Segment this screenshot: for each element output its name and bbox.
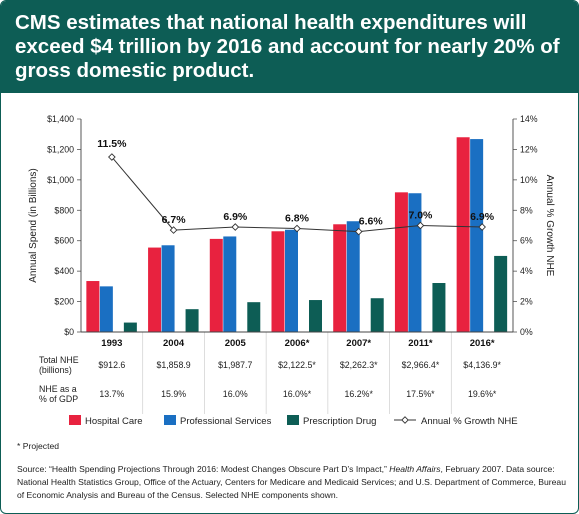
growth-point	[293, 224, 301, 233]
legend-marker	[401, 416, 409, 424]
y-axis-label: Annual Spend (in Billions)	[28, 168, 39, 283]
x-tick-label: 2007*	[346, 338, 371, 349]
y-tick-label: $0	[64, 327, 74, 337]
bar	[123, 322, 137, 332]
table-cell: 16.0%	[223, 389, 248, 399]
bar	[370, 298, 384, 332]
bar	[223, 236, 237, 332]
bar	[346, 221, 360, 332]
y2-tick-label: 14%	[520, 114, 538, 124]
chart: $0 $200 $400 $600 $800 $1,000 $1,200 $1,400 0% 2%…	[28, 114, 555, 427]
table-cell: $1,858.9	[156, 360, 190, 370]
y2-tick-label: 0%	[520, 327, 533, 337]
source-note: Source: “Health Spending Projections Thr…	[17, 463, 569, 502]
legend-swatch	[164, 415, 176, 425]
bar	[271, 231, 285, 332]
table-cell: $2,122.5*	[278, 360, 316, 370]
x-tick-label: 2011*	[408, 338, 433, 349]
y2-axis-label: Annual % Growth NHE	[544, 175, 555, 277]
bar	[285, 229, 298, 332]
legend-swatch	[287, 415, 299, 425]
table-row-label: NHE as a	[39, 384, 77, 394]
x-tick-label: 2004	[163, 338, 185, 349]
growth-label: 6.9%	[223, 211, 248, 223]
growth-point	[354, 227, 363, 236]
growth-point	[108, 153, 116, 161]
bar	[161, 245, 175, 332]
growth-label: 6.9%	[470, 211, 495, 223]
table-cell: $912.6	[98, 360, 125, 370]
table-row-label: (billions)	[39, 365, 72, 375]
figure-title: CMS estimates that national health expen…	[15, 11, 560, 82]
source-prefix: Source: “Health Spending Projections Thr…	[17, 464, 390, 474]
bar	[86, 281, 100, 332]
table-cell: 16.2%*	[345, 389, 374, 399]
table-row-label: % of GDP	[39, 394, 78, 404]
bar	[394, 192, 408, 332]
header-banner: CMS estimates that national health expen…	[1, 1, 578, 93]
bar	[470, 139, 484, 332]
bar	[309, 300, 322, 332]
y2-tick-label: 12%	[520, 144, 538, 154]
bar	[247, 302, 261, 332]
y2-tick-label: 4%	[520, 266, 533, 276]
table-cell: $4,136.9*	[463, 360, 501, 370]
x-tick-label: 2016*	[470, 338, 495, 349]
legend-label: Hospital Care	[85, 416, 143, 427]
table-cell: 19.6%*	[468, 389, 497, 399]
y2-tick-label: 6%	[520, 236, 533, 246]
y2-tick-label: 10%	[520, 175, 538, 185]
growth-label: 6.8%	[285, 213, 310, 225]
growth-point	[169, 226, 178, 234]
table-cell: $2,262.3*	[340, 360, 378, 370]
x-tick-label: 2006*	[285, 338, 310, 349]
table-cell: $1,987.7	[218, 360, 252, 370]
table-cell: 13.7%	[99, 389, 124, 399]
y-tick-label: $1,200	[47, 144, 74, 154]
y-tick-label: $800	[54, 205, 74, 215]
y-tick-label: $1,000	[47, 175, 74, 185]
table-cell: 15.9%	[161, 389, 186, 399]
table-cell: 17.5%*	[406, 389, 435, 399]
table-cell: $2,966.4*	[402, 360, 440, 370]
growth-label: 6.6%	[359, 216, 384, 228]
x-tick-label: 2005	[225, 338, 247, 349]
y-tick-label: $600	[54, 236, 74, 246]
y-tick-label: $200	[54, 297, 74, 307]
bar	[456, 137, 470, 332]
bar	[432, 283, 446, 332]
growth-label: 6.7%	[162, 214, 187, 226]
y2-tick-label: 8%	[520, 205, 533, 215]
legend-swatch	[69, 415, 81, 425]
table-row-label: Total NHE	[39, 355, 79, 365]
growth-label: 11.5%	[97, 138, 127, 150]
bar	[494, 255, 508, 332]
bar	[99, 286, 113, 332]
growth-point	[478, 223, 486, 231]
table-cell: 16.0%*	[283, 389, 312, 399]
legend-label: Professional Services	[180, 416, 272, 427]
growth-label: 7.0%	[408, 210, 433, 222]
legend-label: Annual % Growth NHE	[421, 416, 518, 427]
source-journal: Health Affairs	[389, 464, 441, 474]
x-tick-label: 1993	[101, 338, 122, 349]
bar	[185, 309, 199, 332]
y2-tick-label: 2%	[520, 297, 533, 307]
y-tick-label: $400	[54, 266, 74, 276]
source-suffix: , February 2007. Data source: National H…	[17, 464, 566, 500]
y-tick-label: $1,400	[47, 114, 74, 124]
bar	[209, 238, 223, 332]
bar	[333, 224, 347, 332]
legend-label: Prescription Drug	[303, 416, 376, 427]
footnote: * Projected	[17, 441, 60, 451]
growth-point	[416, 221, 425, 230]
growth-point	[231, 223, 240, 231]
bar	[148, 247, 162, 332]
bar	[408, 193, 422, 332]
